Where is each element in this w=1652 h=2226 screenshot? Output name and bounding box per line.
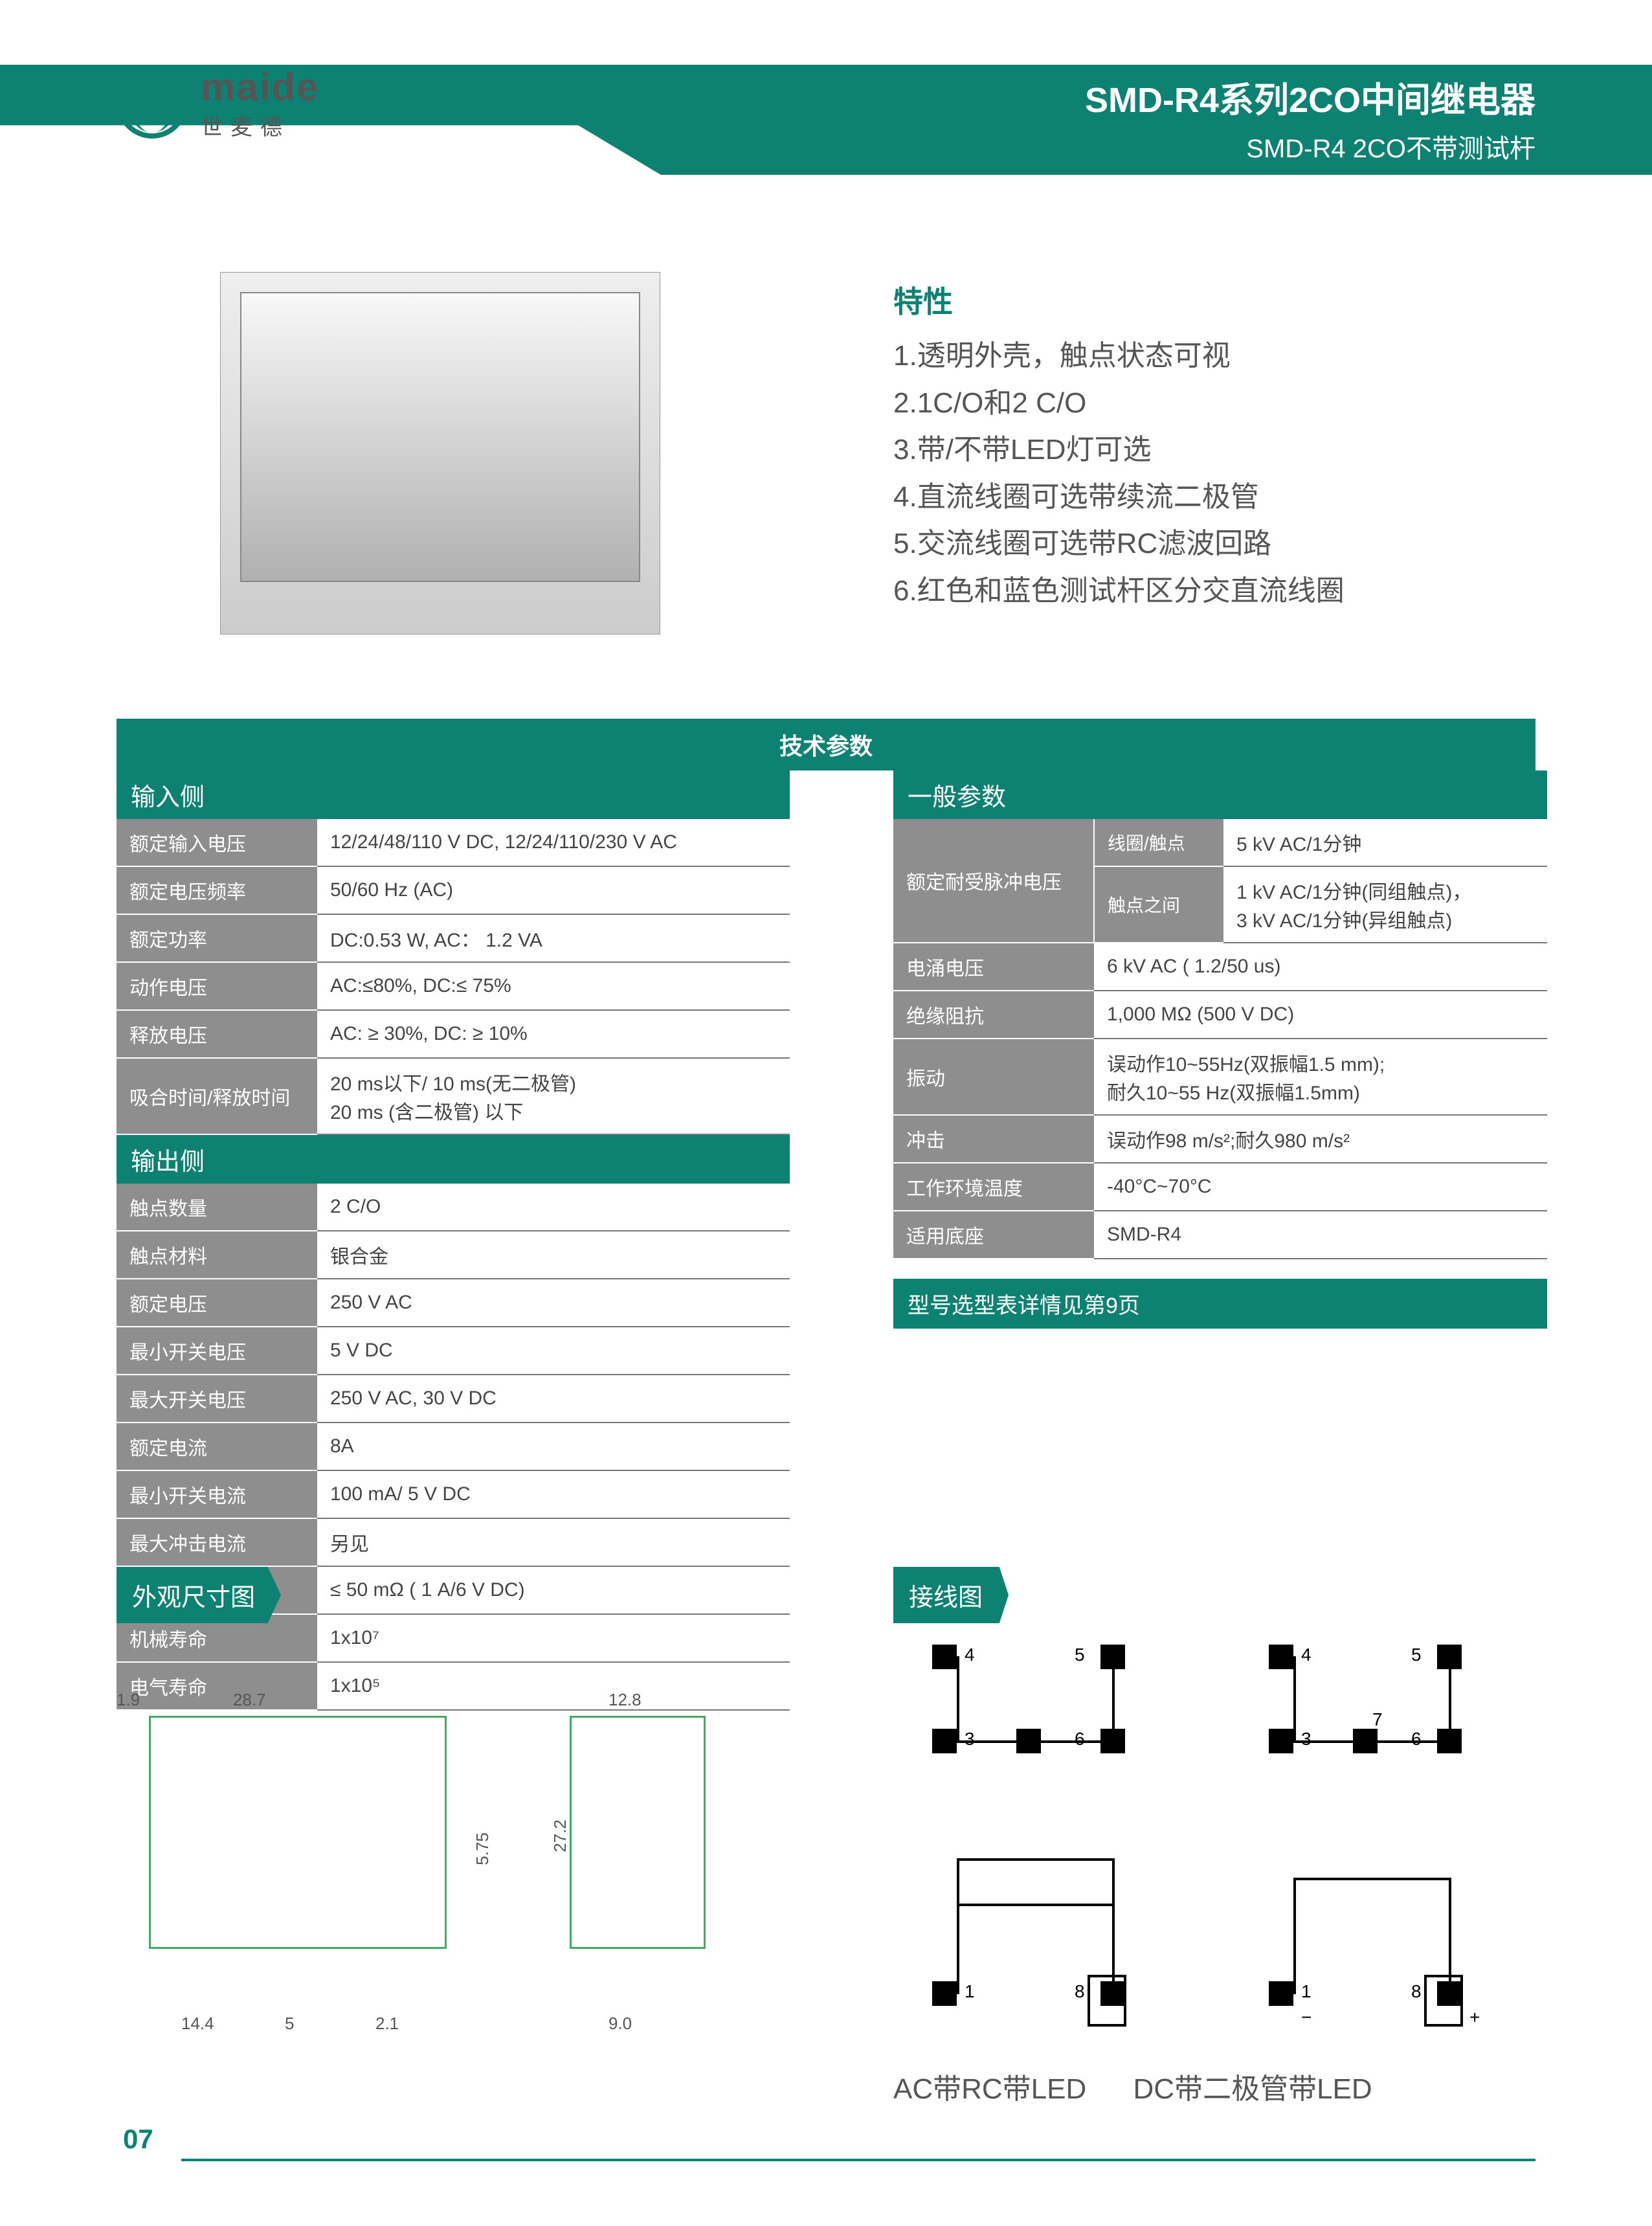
table-row: 电涌电压6 kV AC ( 1.2/50 us) <box>893 943 1547 991</box>
dim-value: 5.75 <box>473 1832 493 1865</box>
output-table: 触点数量2 C/O 触点材料银合金 额定电压250 V AC 最小开关电压5 V… <box>117 1184 790 1711</box>
model-selection-note: 型号选型表详情见第9页 <box>893 1279 1547 1329</box>
header-title-block: SMD-R4系列2CO中间继电器 SMD-R4 2CO不带测试杆 <box>1085 71 1535 165</box>
pin-label: 3 <box>965 1729 975 1749</box>
feature-item: 5.交流线圈可选带RC滤波回路 <box>893 521 1535 568</box>
table-row: 最小开关电压5 V DC <box>117 1327 790 1375</box>
pin-label: 8 <box>1075 1981 1085 2002</box>
table-row: 吸合时间/释放时间20 ms以下/ 10 ms(无二极管) 20 ms (含二极… <box>117 1058 790 1134</box>
dim-value: 27.2 <box>550 1819 570 1852</box>
tech-params-bar: 技术参数 <box>117 719 1535 770</box>
features-heading: 特性 <box>893 278 1535 321</box>
table-row: 冲击误动作98 m/s²;耐久980 m/s² <box>893 1115 1547 1163</box>
general-table: 额定耐受脉冲电压 线圈/触点 5 kV AC/1分钟 触点之间 1 kV AC/… <box>893 819 1547 1259</box>
general-params-head: 一般参数 <box>893 770 1547 819</box>
pin-label: 7 <box>1372 1709 1383 1730</box>
feature-item: 1.透明外壳，触点状态可视 <box>893 333 1535 380</box>
pin-label: 6 <box>1075 1729 1085 1749</box>
pin-label: 8 <box>1411 1981 1422 2002</box>
feature-item: 4.直流线圈可选带续流二极管 <box>893 474 1535 521</box>
table-row: 额定功率DC:0.53 W, AC： 1.2 VA <box>117 914 790 962</box>
coil-symbol-icon <box>1088 1975 1126 2027</box>
wiring-diagrams: 4 5 3 6 1 8 4 5 3 6 7 1 − <box>893 1632 1547 2098</box>
table-row: 额定电压250 V AC <box>117 1279 790 1327</box>
wiring-captions: AC带RC带LED DC带二极管带LED <box>893 2065 1547 2107</box>
header-subtitle: SMD-R4 2CO不带测试杆 <box>1085 128 1535 165</box>
dim-value: 1.9 <box>117 1690 140 1710</box>
pin-label: 5 <box>1075 1645 1085 1665</box>
feature-item: 6.红色和蓝色测试杆区分交直流线圈 <box>893 568 1535 615</box>
front-view-box <box>149 1716 447 1949</box>
coil-symbol-icon <box>1424 1975 1463 2027</box>
feature-item: 2.1C/O和2 C/O <box>893 380 1535 427</box>
logo-text-cn: 世麦德 <box>201 109 319 141</box>
dim-value: 2.1 <box>375 2014 399 2034</box>
input-side-head: 输入侧 <box>117 770 790 819</box>
features-list: 1.透明外壳，触点状态可视 2.1C/O和2 C/O 3.带/不带LED灯可选 … <box>893 333 1535 615</box>
dim-value: 5 <box>285 2014 294 2034</box>
dim-value: 28.7 <box>233 1690 266 1710</box>
logo: maide 世麦德 <box>117 65 319 141</box>
wiring-caption-dc: DC带二极管带LED <box>1133 2073 1372 2105</box>
wiring-caption-ac: AC带RC带LED <box>893 2073 1086 2105</box>
side-view-box <box>570 1716 706 1949</box>
dimensions-tag: 外观尺寸图 <box>117 1567 281 1623</box>
table-row: 动作电压AC:≤80%, DC:≤ 75% <box>117 962 790 1010</box>
table-row: 最大开关电压250 V AC, 30 V DC <box>117 1375 790 1422</box>
logo-mark-icon <box>117 67 188 139</box>
table-row: 工作环境温度-40°C~70°C <box>893 1163 1547 1211</box>
wiring-diagram-ac: 4 5 3 6 1 8 <box>906 1632 1178 2033</box>
table-row: 最大冲击电流另见 <box>117 1518 790 1566</box>
input-table: 额定输入电压12/24/48/110 V DC, 12/24/110/230 V… <box>117 819 790 1135</box>
table-row: 额定耐受脉冲电压 线圈/触点 5 kV AC/1分钟 <box>893 819 1547 866</box>
table-row: 额定电流8A <box>117 1422 790 1470</box>
product-photo <box>220 272 660 635</box>
pin-label: 4 <box>1301 1645 1312 1665</box>
table-row: 额定电压频率50/60 Hz (AC) <box>117 866 790 914</box>
pin-label: 5 <box>1411 1645 1422 1665</box>
header-title: SMD-R4系列2CO中间继电器 <box>1085 71 1535 122</box>
pin-label: 1 <box>965 1981 975 2002</box>
pin-label: 4 <box>965 1645 975 1665</box>
table-row: 最小开关电流100 mA/ 5 V DC <box>117 1470 790 1518</box>
feature-item: 3.带/不带LED灯可选 <box>893 427 1535 474</box>
table-row: 适用底座SMD-R4 <box>893 1211 1547 1259</box>
table-row: 触点数量2 C/O <box>117 1184 790 1231</box>
dim-value: 12.8 <box>608 1690 642 1710</box>
dim-value: 9.0 <box>608 2014 632 2034</box>
table-row: 振动 误动作10~55Hz(双振幅1.5 mm); 耐久10~55 Hz(双振幅… <box>893 1039 1547 1115</box>
logo-text-en: maide <box>201 65 319 109</box>
footer-line <box>181 2159 1535 2161</box>
dim-value: 14.4 <box>181 2014 214 2034</box>
pin-label: 3 <box>1301 1729 1312 1749</box>
wiring-diagram-dc: 4 5 3 6 7 1 − 8 + <box>1243 1632 1515 2033</box>
dimensions-drawing: 1.9 28.7 14.4 5 2.1 5.75 12.8 27.2 9.0 <box>117 1670 803 2072</box>
table-row: 触点材料银合金 <box>117 1231 790 1279</box>
pin-label: 6 <box>1411 1729 1422 1749</box>
table-row: 额定输入电压12/24/48/110 V DC, 12/24/110/230 V… <box>117 819 790 866</box>
table-row: 绝缘阻抗1,000 MΩ (500 V DC) <box>893 991 1547 1039</box>
pin-label: 1 <box>1301 1981 1312 2002</box>
table-row: 释放电压AC: ≥ 30%, DC: ≥ 10% <box>117 1010 790 1058</box>
wiring-tag: 接线图 <box>893 1567 1009 1623</box>
features-block: 特性 1.透明外壳，触点状态可视 2.1C/O和2 C/O 3.带/不带LED灯… <box>893 278 1535 615</box>
output-side-head: 输出侧 <box>117 1135 790 1184</box>
right-column: 一般参数 额定耐受脉冲电压 线圈/触点 5 kV AC/1分钟 触点之间 1 k… <box>893 770 1547 1329</box>
page-number: 07 <box>123 2124 153 2155</box>
